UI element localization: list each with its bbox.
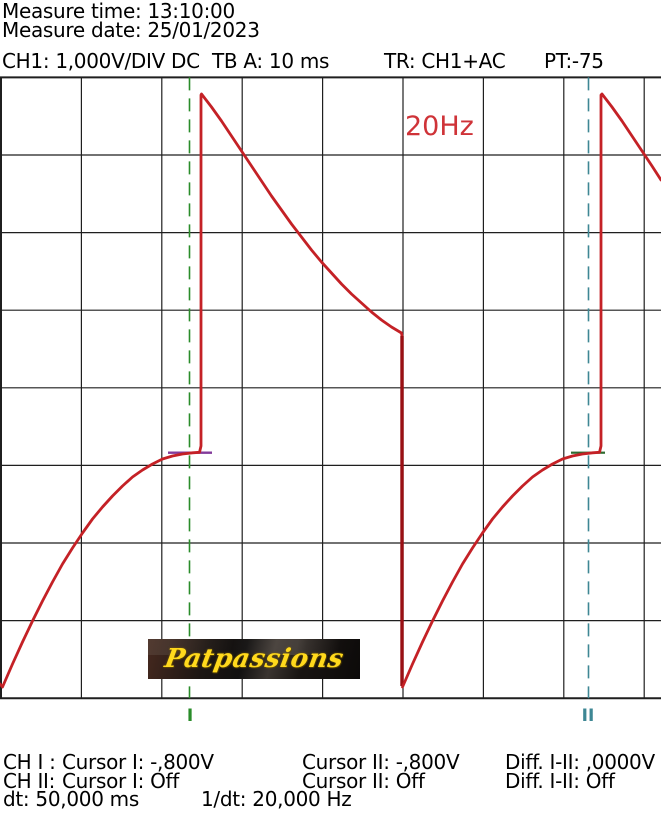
timebase-label: TB A: 10 ms — [212, 49, 330, 73]
measure-time-label: Measure time: 13:10:00 — [2, 0, 235, 23]
cursor-2-handle-label[interactable]: II — [582, 706, 595, 726]
dt-readout: dt: 50,000 ms — [3, 787, 139, 811]
cursor-1-handle-label[interactable]: I — [187, 706, 193, 726]
pre-trigger-label: PT:-75 — [544, 49, 604, 73]
watermark-text: Patpassions — [162, 644, 346, 674]
ch2-row-label: CH II: — [3, 768, 56, 793]
ch1-cursor2-readout: Cursor II: -,800V — [302, 750, 460, 774]
watermark-banner: Patpassions — [148, 639, 360, 679]
graticule-grid — [0, 76, 661, 700]
ch2-cursor2-readout: Cursor II: Off — [302, 768, 425, 793]
scope-display: I II — [0, 76, 661, 726]
ch2-cursor1-readout: Cursor I: Off — [62, 768, 180, 793]
trigger-label: TR: CH1+AC — [384, 49, 506, 73]
ch1-cursor1-readout: Cursor I: -,800V — [62, 750, 214, 774]
ch1-row-label: CH I : — [3, 750, 56, 774]
ch1-diff-readout: Diff. I-II: ,0000V — [505, 750, 655, 774]
measure-date-label: Measure date: 25/01/2023 — [2, 18, 260, 42]
ch1-setting-label: CH1: 1,000V/DIV DC — [2, 49, 200, 73]
ch2-diff-readout: Diff. I-II: Off — [505, 768, 615, 793]
inverse-dt-readout: 1/dt: 20,000 Hz — [201, 787, 352, 811]
frequency-annotation: 20Hz — [405, 111, 474, 142]
waveform-trace-cycle-b — [401, 92, 661, 689]
waveform-trace-cycle-a — [0, 92, 404, 689]
